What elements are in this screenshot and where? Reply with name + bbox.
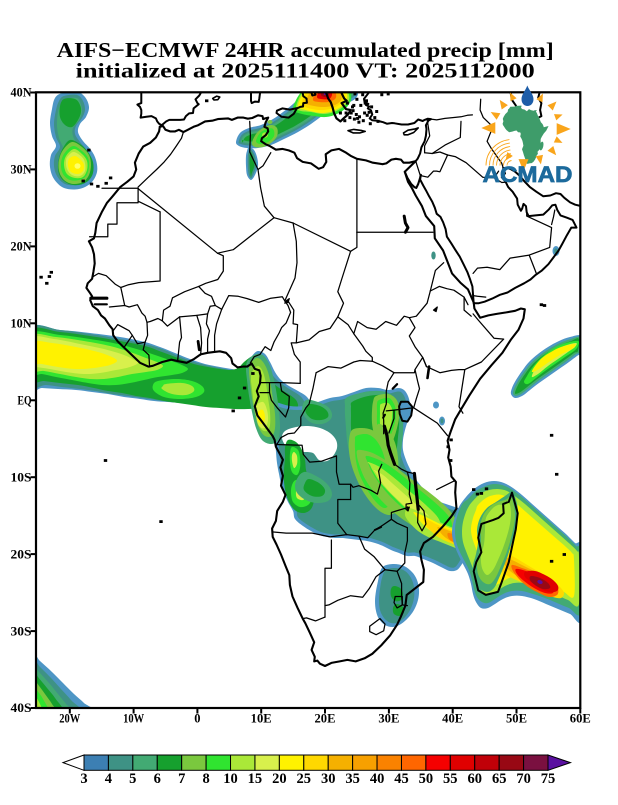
svg-text:10E: 10E xyxy=(251,712,272,726)
svg-text:30E: 30E xyxy=(378,712,399,726)
svg-text:20E: 20E xyxy=(315,712,336,726)
svg-text:initialized at 2025111400 VT:: initialized at 2025111400 VT: 2025112000 xyxy=(76,59,535,83)
svg-text:10W: 10W xyxy=(123,712,144,726)
svg-text:4: 4 xyxy=(105,771,112,787)
svg-text:20N: 20N xyxy=(11,240,32,254)
svg-text:3: 3 xyxy=(80,771,87,787)
svg-text:60E: 60E xyxy=(570,712,591,726)
svg-text:5: 5 xyxy=(129,771,136,787)
svg-text:70: 70 xyxy=(516,771,531,787)
svg-text:60: 60 xyxy=(467,771,482,787)
svg-text:7: 7 xyxy=(178,771,185,787)
svg-text:35: 35 xyxy=(345,771,360,787)
svg-text:40S: 40S xyxy=(11,701,32,715)
svg-text:30N: 30N xyxy=(11,163,32,177)
svg-text:0: 0 xyxy=(194,712,200,726)
svg-text:30: 30 xyxy=(321,771,336,787)
svg-text:40: 40 xyxy=(370,771,385,787)
svg-text:AIFS−ECMWF 24HR accumulated pr: AIFS−ECMWF 24HR accumulated precip [mm] xyxy=(57,38,554,62)
svg-text:20W: 20W xyxy=(59,712,80,726)
svg-text:25: 25 xyxy=(297,771,312,787)
svg-text:10S: 10S xyxy=(11,470,32,484)
svg-text:10: 10 xyxy=(223,771,238,787)
svg-text:15: 15 xyxy=(248,771,263,787)
svg-text:65: 65 xyxy=(492,771,507,787)
svg-text:6: 6 xyxy=(154,771,161,787)
svg-text:30S: 30S xyxy=(11,624,32,638)
svg-text:75: 75 xyxy=(541,771,556,787)
svg-text:20: 20 xyxy=(272,771,287,787)
svg-text:40E: 40E xyxy=(442,712,463,726)
svg-text:45: 45 xyxy=(394,771,409,787)
svg-text:55: 55 xyxy=(443,771,458,787)
svg-text:40N: 40N xyxy=(11,86,32,100)
svg-text:10N: 10N xyxy=(11,317,32,331)
svg-text:50E: 50E xyxy=(506,712,527,726)
svg-text:EQ: EQ xyxy=(18,394,32,408)
svg-text:8: 8 xyxy=(202,771,209,787)
svg-text:20S: 20S xyxy=(11,547,32,561)
svg-text:50: 50 xyxy=(419,771,434,787)
svg-text:ACMAD: ACMAD xyxy=(483,162,573,187)
